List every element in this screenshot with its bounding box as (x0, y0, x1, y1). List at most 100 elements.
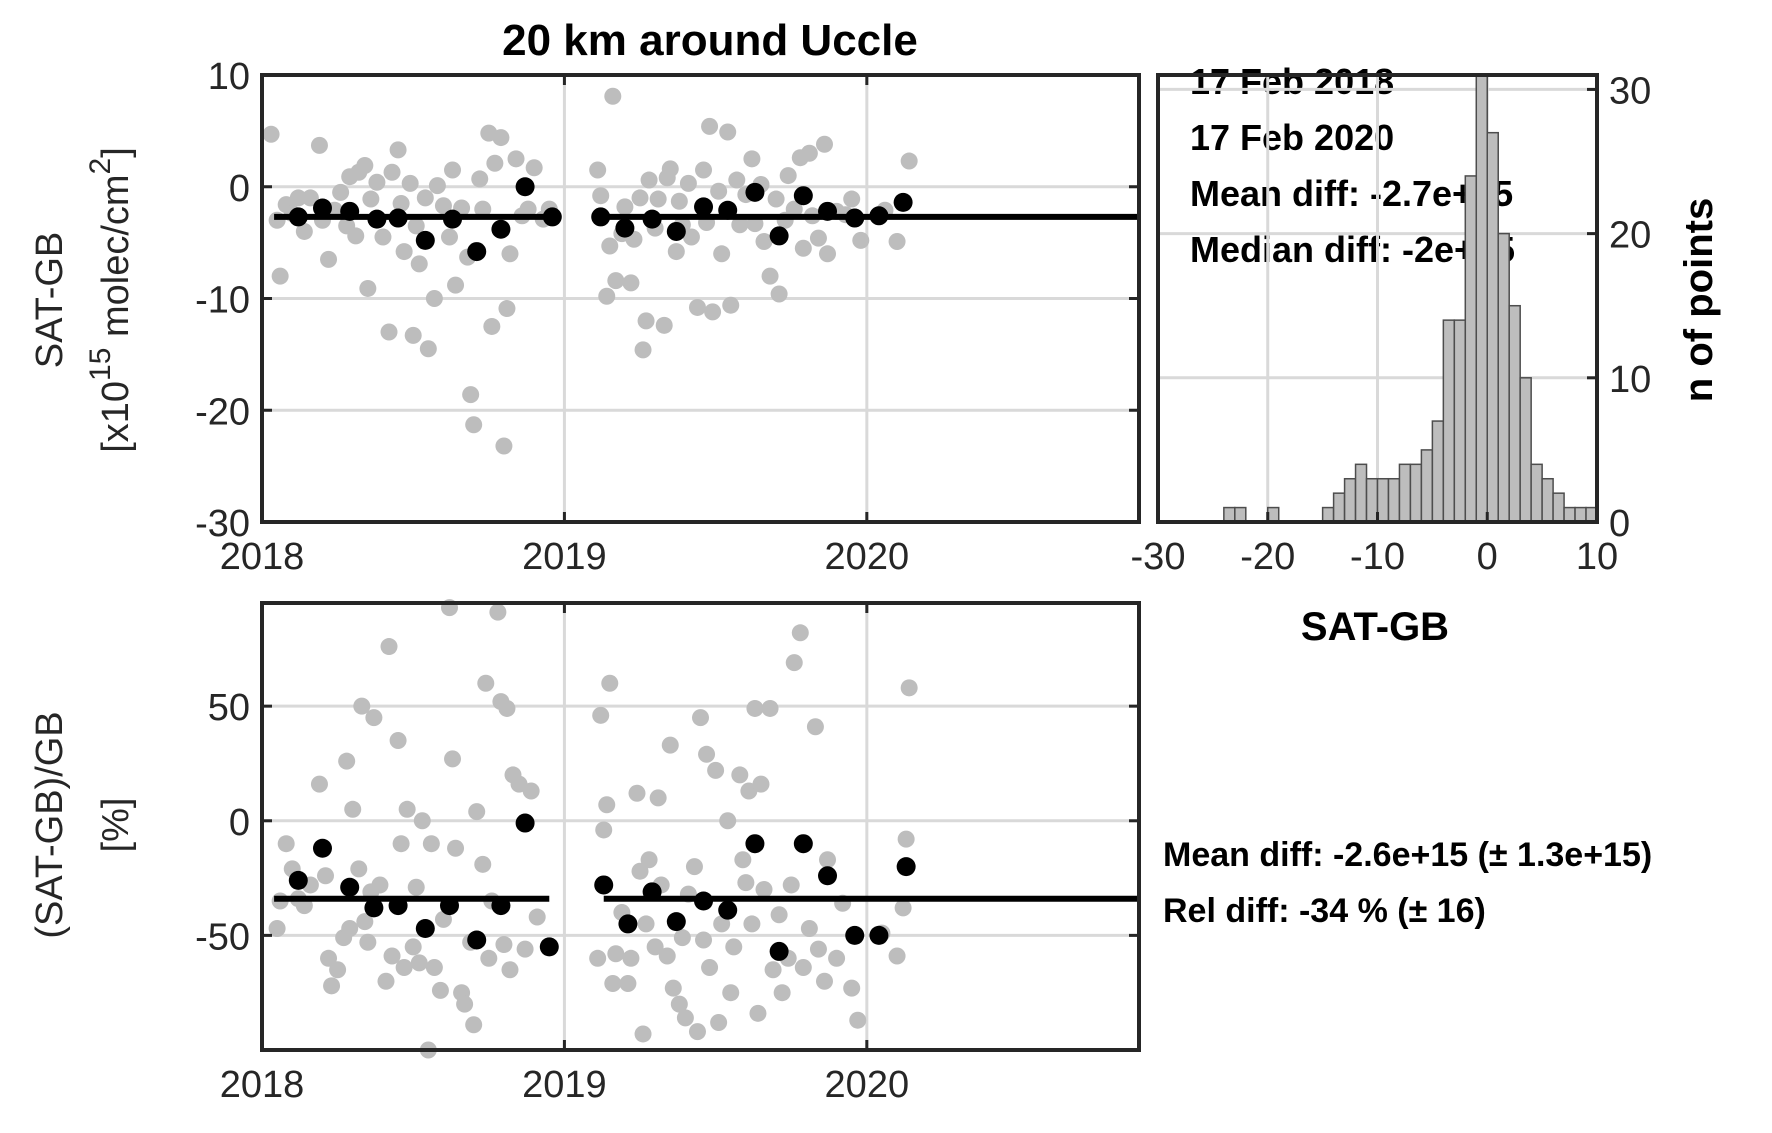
hist-bar (1541, 477, 1554, 523)
rel-daily-point (791, 624, 809, 642)
rel-daily-point (489, 603, 507, 621)
rel-daily-point (749, 1004, 767, 1022)
rel-daily-point (806, 718, 824, 736)
abs-daily-point (359, 279, 377, 297)
rel-daily-point (640, 851, 658, 869)
rel-monthly-point (415, 919, 435, 939)
hist-bar (1464, 175, 1478, 523)
abs-monthly-point (312, 198, 332, 218)
hist-bar (1552, 492, 1565, 523)
hist-bar (1420, 449, 1434, 523)
rel-monthly-point (515, 813, 535, 833)
rel-daily-point (819, 851, 837, 869)
abs-daily-point (688, 298, 706, 316)
rel-daily-point (815, 972, 833, 990)
hist-bar (1234, 506, 1247, 523)
hist-ytick-label: 0 (1609, 503, 1630, 545)
rel-daily-point (434, 910, 452, 928)
abs-monthly-point (340, 201, 360, 221)
rel-daily-point (498, 699, 516, 717)
rel-monthly-point (896, 857, 916, 877)
rel-daily-point (676, 1009, 694, 1027)
rel-daily-point (809, 940, 827, 958)
rel-daily-point (323, 977, 341, 995)
abs-daily-point (383, 163, 401, 181)
rel-daily-point (743, 915, 761, 933)
rel-daily-point (673, 929, 691, 947)
abs-daily-point (794, 239, 812, 257)
rel-monthly-point (467, 930, 487, 950)
hist-xtick-label: -30 (1131, 536, 1186, 578)
abs-daily-point (310, 136, 328, 154)
rel-daily-point (710, 1013, 728, 1031)
abs-daily-point (722, 296, 740, 314)
rel-monthly-point (818, 866, 838, 886)
rel-daily-point (734, 851, 752, 869)
rel-daily-point (516, 940, 534, 958)
rel-daily-point (317, 867, 335, 885)
rel-daily-point (598, 796, 616, 814)
rel-daily-point (344, 800, 362, 818)
rel-daily-point (495, 936, 513, 954)
abs-daily-point (655, 316, 673, 334)
rel-daily-point (658, 947, 676, 965)
rel-ylabel-line2: [%] (95, 798, 137, 853)
abs-monthly-point (718, 200, 738, 220)
rel-daily-point (268, 920, 286, 938)
abs-ytick-label: -20 (195, 391, 250, 433)
rel-monthly-point (845, 925, 865, 945)
hist-bar (1409, 463, 1423, 523)
abs-daily-point (392, 195, 410, 213)
rel-monthly-point (312, 838, 332, 858)
abs-daily-point (416, 189, 434, 207)
rel-daily-point (725, 938, 743, 956)
hist-annotation-mean-diff: Mean diff: -2.7e+15 (1190, 173, 1513, 214)
rel-daily-point (685, 858, 703, 876)
hist-bar (1563, 506, 1576, 523)
rel-daily-point (501, 961, 519, 979)
abs-monthly-point (467, 242, 487, 262)
abs-daily-point (419, 340, 437, 358)
abs-daily-point (770, 285, 788, 303)
abs-monthly-point (615, 218, 635, 238)
hist-ytick-label: 10 (1609, 359, 1651, 401)
rel-monthly-point (869, 925, 889, 945)
rel-ytick-label: 50 (208, 687, 250, 729)
abs-daily-point (525, 159, 543, 177)
abs-xtick-label: 2019 (522, 536, 607, 578)
abs-daily-point (374, 228, 392, 246)
rel-daily-point (731, 766, 749, 784)
abs-ylabel-line1: SAT-GB (29, 232, 71, 369)
abs-daily-point (731, 216, 749, 234)
rel-daily-point (407, 878, 425, 896)
abs-daily-point (616, 198, 634, 216)
abs-daily-point (809, 229, 827, 247)
rel-daily-point (764, 961, 782, 979)
abs-monthly-point (694, 197, 714, 217)
rel-daily-point (843, 979, 861, 997)
abs-daily-point (492, 129, 510, 147)
abs-daily-point (495, 437, 513, 455)
abs-daily-point (695, 161, 713, 179)
rel-monthly-point (769, 941, 789, 961)
hist-ytick-label: 30 (1609, 70, 1651, 112)
rel-daily-point (800, 920, 818, 938)
rel-daily-point (634, 1025, 652, 1043)
rel-daily-point (431, 981, 449, 999)
abs-daily-point (800, 144, 818, 162)
rel-daily-point (794, 958, 812, 976)
rel-xtick-label: 2020 (825, 1064, 910, 1106)
rel-daily-point (695, 931, 713, 949)
abs-daily-point (434, 197, 452, 215)
rel-daily-point (277, 835, 295, 853)
rel-daily-point (761, 699, 779, 717)
rel-daily-point (392, 835, 410, 853)
rel-daily-point (900, 679, 918, 697)
abs-daily-point (301, 189, 319, 207)
abs-daily-point (428, 177, 446, 195)
abs-daily-point (661, 160, 679, 178)
rel-monthly-point (718, 900, 738, 920)
abs-monthly-point (769, 226, 789, 246)
abs-daily-point (592, 187, 610, 205)
rel-daily-point (468, 803, 486, 821)
